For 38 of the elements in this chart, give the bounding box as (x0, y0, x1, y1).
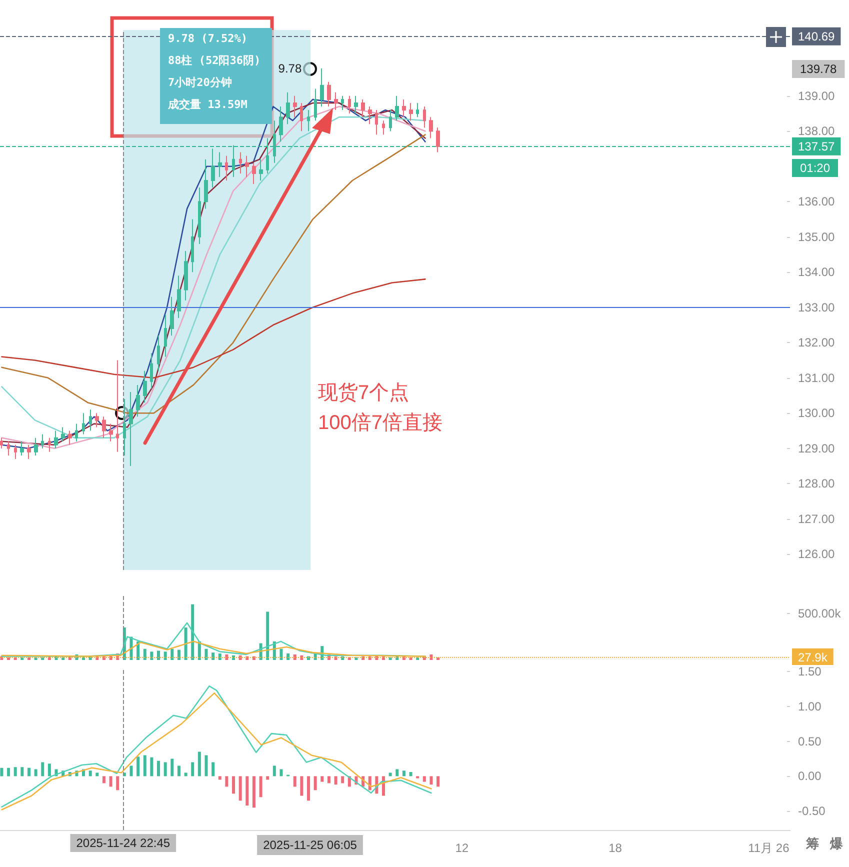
ref-line-label: 137.57 (798, 139, 836, 154)
y-tick-label: -0.50 (798, 804, 826, 818)
y-tick-label: 129.00 (798, 441, 836, 456)
y-tick-label: 1.50 (798, 664, 822, 678)
y-tick-label: 135.00 (798, 230, 836, 244)
ref-line-label: 140.69 (798, 29, 836, 44)
y-tick-label: 126.00 (798, 547, 836, 562)
y-tick-label: 134.00 (798, 265, 836, 280)
y-tick-label: 1.00 (798, 699, 822, 714)
text: 01:20 (800, 161, 830, 175)
annotation: 100倍7倍直接 (318, 412, 442, 434)
y-tick-label: 133.00 (798, 300, 836, 314)
y-tick-label: 139.00 (798, 88, 836, 103)
y-tick-label: 136.00 (798, 194, 836, 209)
x-tick-label: 11月 26 (748, 841, 790, 855)
annotation: 7小时20分钟 (168, 76, 232, 89)
annotation: 9.78 (278, 61, 302, 76)
y-tick-label: 500.00k (798, 606, 842, 621)
annotation: 9.78 (7.52%) (168, 32, 248, 45)
y-tick-label: 0.00 (798, 769, 822, 784)
annotation: 现货7个点 (318, 382, 410, 404)
y-tick-label: 128.00 (798, 476, 836, 491)
y-tick-label: 127.00 (798, 512, 836, 526)
text: 139.78 (800, 62, 838, 76)
text: 爆 (829, 836, 844, 851)
y-tick-label: 0.50 (798, 734, 822, 748)
x-tick-label: 18 (608, 841, 622, 855)
y-tick-label: 132.00 (798, 336, 836, 350)
y-tick-label: 130.00 (798, 406, 836, 420)
annotation: 成交量 13.59M (167, 98, 248, 111)
ref-line-label: 27.9k (798, 650, 828, 664)
x-tick-label: 12 (455, 841, 469, 855)
y-tick-label: 138.00 (798, 124, 836, 138)
text: 2025-11-25 06:05 (263, 838, 358, 852)
text: 筹 (805, 836, 819, 851)
ref-line-label: 2025-11-24 22:45 (76, 836, 170, 850)
y-tick-label: 131.00 (798, 370, 836, 385)
annotation: 88柱 (52阳36阴) (168, 54, 261, 67)
